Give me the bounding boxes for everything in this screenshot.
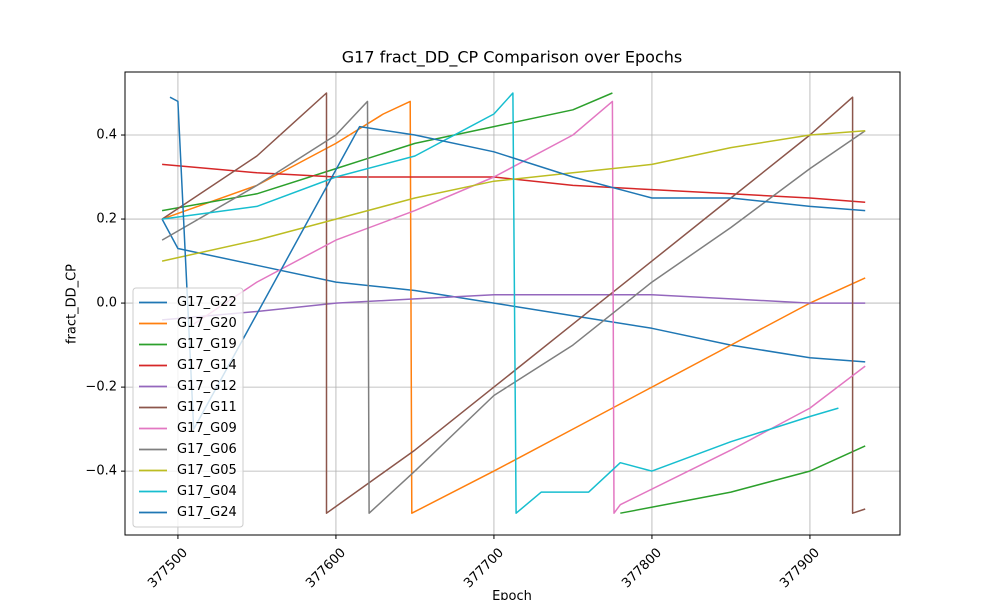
y-tick-label: 0.0 <box>96 296 117 311</box>
series-line <box>162 293 866 321</box>
y-tick-label: −0.4 <box>85 464 117 479</box>
legend-label: G17_G12 <box>177 379 237 394</box>
legend-label: G17_G22 <box>177 295 237 310</box>
series-line <box>161 92 866 514</box>
series-line <box>193 100 866 514</box>
chart-title: G17 fract_DD_CP Comparison over Epochs <box>342 48 682 68</box>
y-tick-label: 0.4 <box>96 128 117 143</box>
legend-label: G17_G09 <box>177 421 237 436</box>
x-axis-label: Epoch <box>492 589 532 600</box>
plot-frame <box>124 71 901 536</box>
series-line <box>161 100 866 514</box>
legend-label: G17_G06 <box>177 442 237 457</box>
legend: G17_G22 G17_G20 G17_G19 G17_G14 G17_G12 G17_G… <box>132 287 244 528</box>
legend-label: G17_G20 <box>177 316 237 331</box>
series-line <box>162 163 866 203</box>
y-tick-label: 0.2 <box>96 212 117 227</box>
legend-label: G17_G24 <box>177 505 237 520</box>
series-line <box>161 92 866 514</box>
legend-box <box>132 287 244 528</box>
y-axis-label: fract_DD_CP <box>65 264 80 344</box>
series-line <box>162 92 839 514</box>
legend-label: G17_G14 <box>177 358 237 373</box>
series-line <box>161 100 866 514</box>
y-tick-label: −0.2 <box>85 380 117 395</box>
legend-label: G17_G19 <box>177 337 237 352</box>
series-line <box>161 130 866 262</box>
series-line <box>161 218 866 363</box>
legend-label: G17_G04 <box>177 484 237 499</box>
legend-label: G17_G11 <box>177 400 237 415</box>
legend-label: G17_G05 <box>177 463 237 478</box>
